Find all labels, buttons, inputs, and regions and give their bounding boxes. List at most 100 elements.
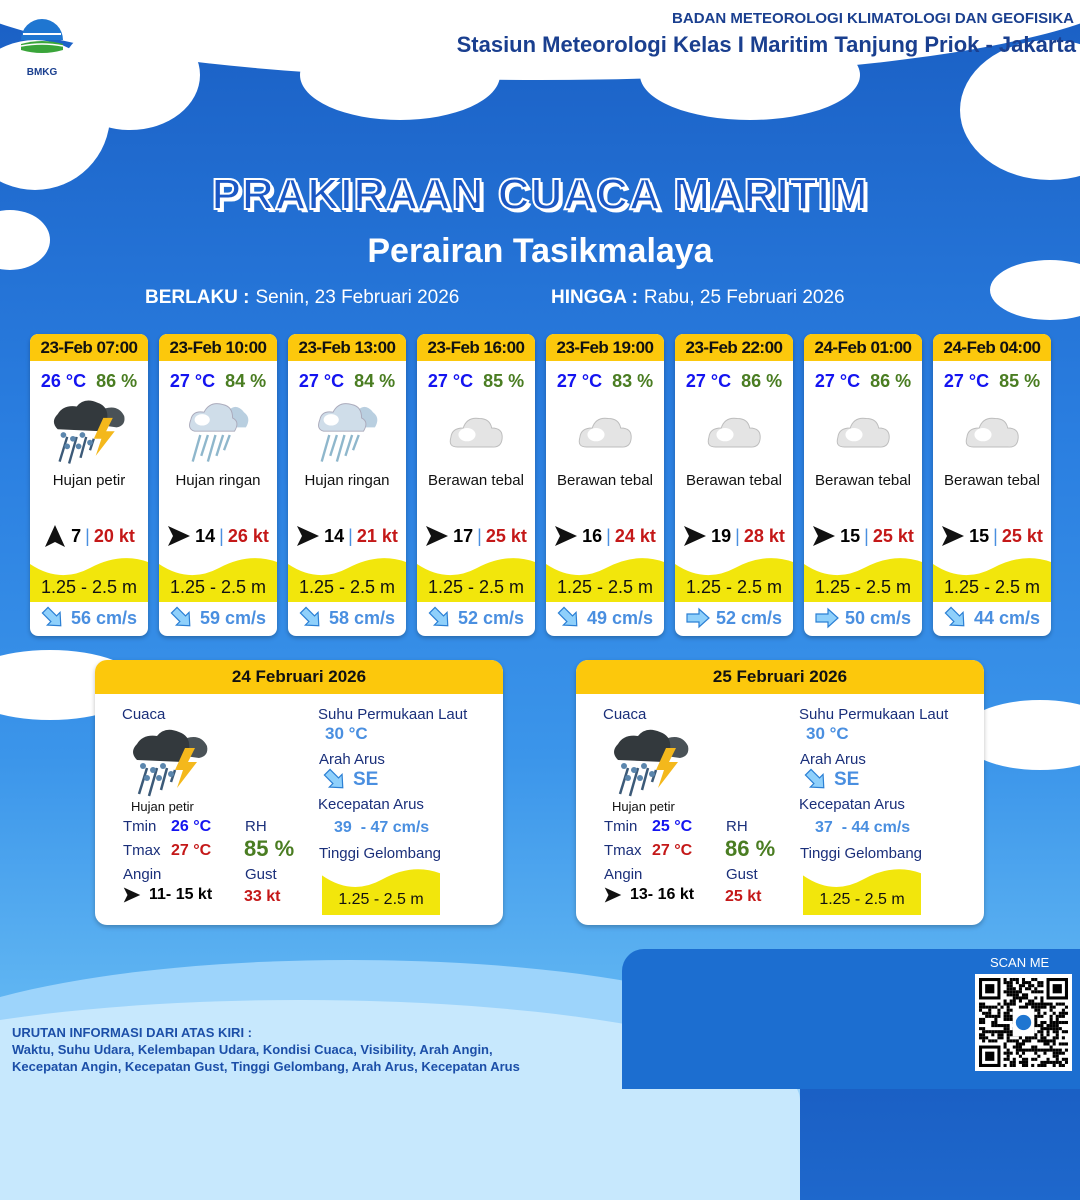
tmax-value: 27 °C [171, 842, 212, 859]
weather-condition: Hujan petir [131, 799, 194, 814]
wave-height: 1.25 - 2.5 m [804, 556, 922, 602]
air-temperature: 27 °C [169, 371, 216, 391]
gust-speed: 21 kt [356, 525, 398, 546]
weather-condition: Berawan tebal [428, 472, 524, 489]
page-subtitle: Perairan Tasikmalaya [367, 232, 713, 270]
forecast-time: 24-Feb 04:00 [933, 334, 1051, 361]
footer-line-1: Waktu, Suhu Udara, Kelembapan Udara, Kon… [12, 1042, 493, 1057]
wave-height-value: 1.25 - 2.5 m [338, 891, 424, 908]
wind-label: Angin [604, 866, 643, 883]
bmkg-logo: BMKG [14, 12, 70, 78]
current-speed: 44 cm/s [973, 607, 1041, 628]
current-direction-icon [323, 768, 344, 789]
humidity: 84 % [354, 371, 396, 391]
thunderstorm-icon [131, 726, 209, 803]
humidity: 86 % [741, 371, 783, 391]
current-speed: 50 cm/s [844, 607, 912, 628]
rh-value: 85 % [244, 836, 295, 861]
gust-speed: 28 kt [743, 525, 785, 546]
wind-speed: 16 [582, 525, 603, 546]
page-title: PRAKIRAAN CUACA MARITIM [211, 169, 869, 220]
thunderstorm-icon [30, 392, 148, 470]
forecast-card: 23-Feb 07:00 26 °C 86 % Hujan petir 7 | 20… [30, 334, 148, 636]
current-speed-range: 39 - 47 cm/s [334, 819, 430, 836]
sst-value: 30 °C [325, 724, 368, 743]
overcast-icon [675, 392, 793, 470]
wave-height-value: 1.25 - 2.5 m [169, 577, 267, 597]
wind-direction-icon [555, 526, 578, 546]
wave-height: 1.25 - 2.5 m [417, 556, 535, 602]
current-speed-label: Kecepatan Arus [799, 796, 905, 813]
wind-speed: 15 [969, 525, 990, 546]
gust-speed: 20 kt [93, 525, 135, 546]
current-direction-label: Arah Arus [800, 751, 866, 768]
humidity: 83 % [612, 371, 654, 391]
light-rain-icon [159, 392, 277, 470]
current-direction-icon [428, 606, 449, 627]
footer-heading: URUTAN INFORMASI DARI ATAS KIRI : [12, 1025, 252, 1040]
overcast-icon [804, 392, 922, 470]
current-direction-icon [686, 607, 710, 629]
gust-value: 33 kt [244, 888, 281, 905]
gust-speed: 25 kt [485, 525, 527, 546]
forecast-card: 24-Feb 01:00 27 °C 86 % Berawan tebal 15… [804, 334, 922, 636]
current-speed: 58 cm/s [328, 607, 396, 628]
air-temperature: 26 °C [40, 371, 87, 391]
current-direction-icon [815, 607, 839, 629]
wave-label: Tinggi Gelombang [800, 845, 923, 862]
wind-direction-icon [123, 887, 141, 903]
humidity: 84 % [225, 371, 267, 391]
tmax-label: Tmax [604, 842, 642, 859]
footer-line-2: Kecepatan Angin, Kecepatan Gust, Tinggi … [12, 1059, 520, 1074]
wave-height: 1.25 - 2.5 m [30, 556, 148, 602]
daily-date: 24 Februari 2026 [95, 660, 503, 694]
gust-speed: 24 kt [614, 525, 656, 546]
forecast-time: 23-Feb 07:00 [30, 334, 148, 361]
wind-speed: 7 [71, 525, 82, 546]
daily-summary-card: 24 Februari 2026 Cuaca Hujan petir Tmin … [95, 660, 503, 925]
wave-label: Tinggi Gelombang [319, 845, 442, 862]
tmax-label: Tmax [123, 842, 161, 859]
sst-label: Suhu Permukaan Laut [799, 706, 949, 723]
qr-code[interactable] [975, 974, 1072, 1071]
wave-height: 1.25 - 2.5 m [933, 556, 1051, 602]
gust-speed: 25 kt [1001, 525, 1043, 546]
humidity: 86 % [96, 371, 138, 391]
wave-height: 1.25 - 2.5 m [159, 556, 277, 602]
overcast-icon [417, 392, 535, 470]
wind-speed-range: 11- 15 kt [149, 886, 213, 903]
forecast-time: 23-Feb 22:00 [675, 334, 793, 361]
wind-direction-icon [684, 526, 707, 546]
daily-summary-card: 25 Februari 2026 Cuaca Hujan petir Tmin … [576, 660, 984, 925]
wave-height-value: 1.25 - 2.5 m [814, 577, 912, 597]
humidity: 85 % [483, 371, 525, 391]
wave-height-value: 1.25 - 2.5 m [685, 577, 783, 597]
current-direction-label: Arah Arus [319, 751, 385, 768]
rh-label: RH [726, 818, 748, 835]
wind-speed: 15 [840, 525, 861, 546]
light-rain-icon [288, 392, 406, 470]
station-name: Stasiun Meteorologi Kelas I Maritim Tanj… [456, 32, 1076, 57]
wind-label: Angin [123, 866, 162, 883]
forecast-time: 23-Feb 10:00 [159, 334, 277, 361]
weather-condition: Hujan petir [52, 472, 126, 489]
valid-to: HINGGA : Rabu, 25 Februari 2026 [551, 287, 845, 309]
scan-me-label: SCAN ME [990, 955, 1050, 970]
air-temperature: 27 °C [685, 371, 732, 391]
wave-height: 1.25 - 2.5 m [675, 556, 793, 602]
humidity: 85 % [999, 371, 1041, 391]
wind-speed: 17 [453, 525, 474, 546]
gust-value: 25 kt [725, 888, 762, 905]
wind-speed-range: 13- 16 kt [630, 886, 695, 903]
current-speed: 52 cm/s [457, 607, 525, 628]
current-speed: 56 cm/s [70, 607, 138, 628]
forecast-time: 23-Feb 19:00 [546, 334, 664, 361]
valid-from-label: BERLAKU : [145, 287, 250, 308]
current-direction-icon [944, 606, 965, 627]
air-temperature: 27 °C [427, 371, 474, 391]
humidity: 86 % [870, 371, 912, 391]
footer-legend: URUTAN INFORMASI DARI ATAS KIRI : Waktu,… [12, 1024, 520, 1075]
valid-to-label: HINGGA : [551, 287, 638, 308]
current-direction-icon [804, 768, 825, 789]
daily-date: 25 Februari 2026 [576, 660, 984, 694]
